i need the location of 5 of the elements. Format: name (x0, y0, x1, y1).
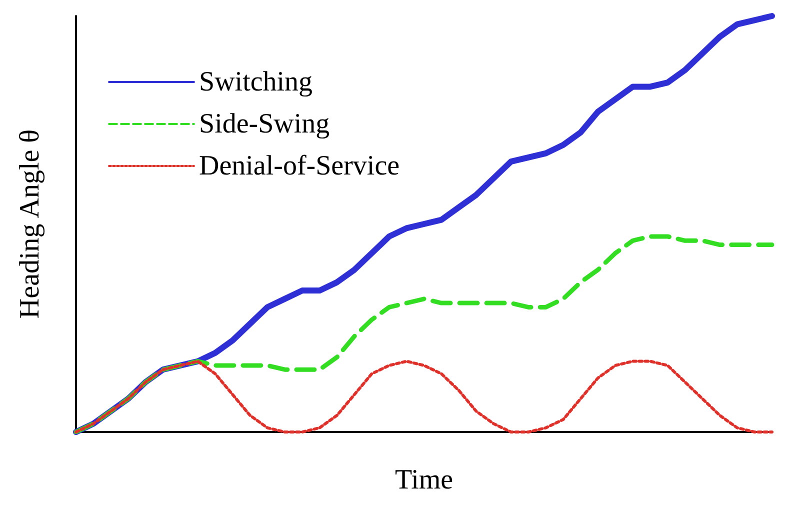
legend-label: Denial-of-Service (199, 150, 400, 182)
legend-label: Side-Swing (199, 108, 330, 140)
x-axis-title: Time (394, 464, 454, 496)
y-axis-title: Heading Angle θ (14, 129, 46, 319)
legend-label: Switching (199, 66, 313, 98)
